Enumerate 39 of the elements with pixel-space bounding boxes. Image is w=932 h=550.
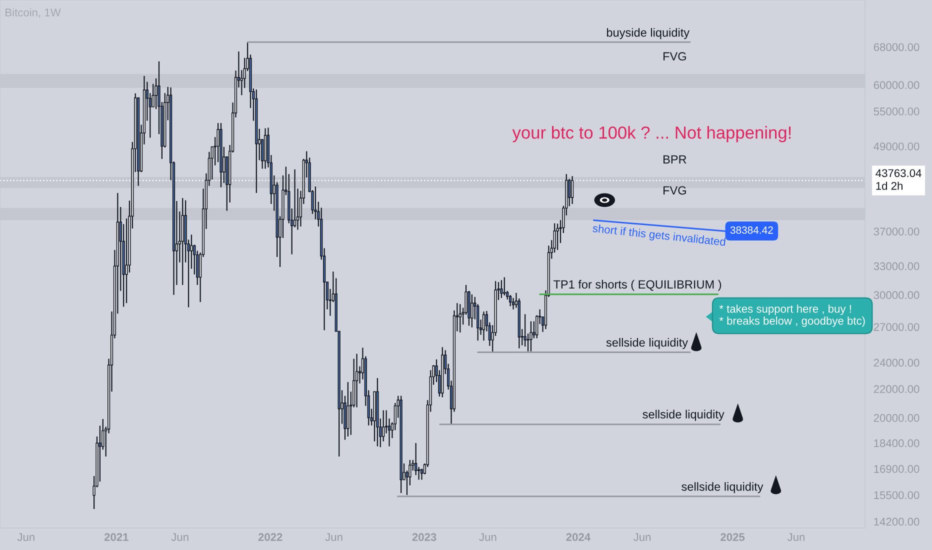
x-tick-label: Jun: [325, 533, 342, 542]
x-tick-label: Jun: [171, 533, 188, 542]
x-tick-label: 2023: [412, 533, 436, 542]
annotation: sellside liquidity: [682, 482, 764, 494]
x-tick-label: Jun: [479, 533, 496, 542]
y-tick-label: 14200.00: [874, 518, 920, 526]
annotation: TP1 for shorts ( EQUILIBRIUM ): [553, 280, 722, 291]
y-tick-label: 24000.00: [874, 358, 920, 367]
band-label: FVG: [664, 52, 686, 61]
y-tick-label: 16900.00: [874, 465, 920, 473]
y-tick-label: 18400.00: [874, 439, 920, 448]
y-tick-label: 55000.00: [874, 108, 920, 116]
annotation: sellside liquidity: [606, 338, 688, 350]
annotation: sellside liquidity: [642, 410, 724, 421]
x-tick-label: 2024: [566, 533, 591, 542]
annotation: your btc to 100k ? ... Not happening!: [512, 126, 791, 142]
y-tick-label: 33000.00: [874, 262, 920, 270]
y-tick-label: 20000.00: [874, 414, 920, 422]
annotation: short if this gets invalidated: [592, 224, 726, 248]
x-tick-label: Jun: [634, 533, 651, 542]
y-tick-label: 60000.00: [874, 81, 920, 90]
ref-line-label: 43763.04 1d 2h: [876, 169, 922, 190]
y-tick-label: 37000.00: [874, 228, 920, 236]
annotation: * takes support here , buy ! * breaks below , goodbye btc): [719, 304, 865, 327]
x-tick-label: 2022: [258, 533, 282, 542]
band-label: BPR: [664, 155, 686, 164]
x-tick-label: Jun: [17, 533, 34, 542]
annotation: 38384.42: [730, 226, 773, 234]
x-tick-label: 2025: [720, 533, 745, 542]
y-tick-label: 68000.00: [874, 43, 920, 52]
annotation: buyside liquidity: [606, 28, 690, 40]
y-tick-label: 30000.00: [874, 291, 920, 300]
x-tick-label: Jun: [787, 533, 804, 542]
y-tick-label: 27000.00: [874, 323, 920, 331]
y-tick-label: 22000.00: [874, 385, 920, 394]
band-label: FVG: [664, 186, 686, 195]
y-tick-label: 49000.00: [874, 142, 920, 150]
y-tick-label: 15500.00: [874, 491, 920, 500]
x-tick-label: 2021: [104, 533, 128, 542]
